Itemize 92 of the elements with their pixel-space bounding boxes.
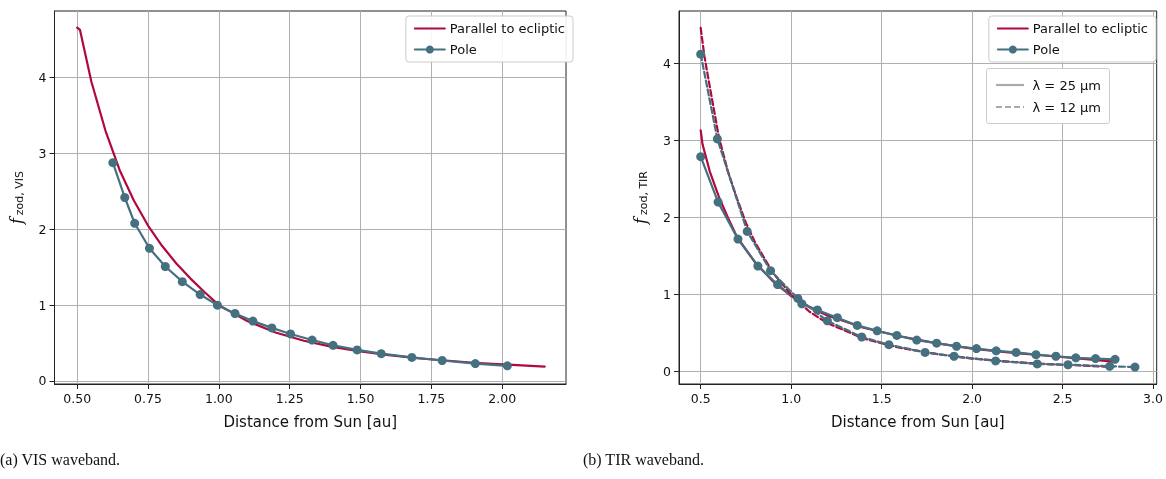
point (949, 351, 959, 361)
point (120, 193, 130, 202)
y-tick-label: 2 (38, 221, 47, 237)
point (1091, 354, 1101, 364)
point (1031, 350, 1041, 360)
x-tick-label: 1.5 (871, 391, 892, 406)
x-axis-title: Distance from Sun [au] (830, 412, 1005, 431)
x-tick-label: 0.50 (63, 391, 92, 406)
point (376, 349, 386, 359)
point (177, 277, 187, 287)
point (1063, 360, 1073, 370)
point (1110, 354, 1120, 364)
point (502, 361, 512, 371)
y-tick-label: 0 (663, 364, 672, 380)
point (160, 261, 170, 271)
point (1071, 353, 1081, 363)
point (952, 341, 962, 351)
point (712, 134, 722, 144)
point (822, 316, 832, 326)
point (812, 305, 822, 315)
point (857, 332, 867, 342)
legend-label: Pole (1032, 42, 1060, 57)
text: (b) TIR waveband. (583, 450, 704, 469)
point (407, 352, 417, 362)
point (742, 226, 752, 236)
y-tick-label: 1 (38, 297, 47, 313)
point (286, 329, 296, 339)
point (991, 356, 1001, 366)
point (328, 340, 338, 350)
point (852, 320, 862, 330)
x-tick-label: 2.0 (962, 391, 983, 406)
y-tick-label: 2 (663, 210, 671, 226)
point (437, 356, 447, 365)
x-tick-label: 1.00 (204, 391, 233, 406)
point (352, 345, 362, 355)
point (733, 234, 743, 244)
x-tick-label: 3.0 (1143, 391, 1164, 406)
point (713, 197, 723, 207)
point (832, 313, 842, 323)
point (1105, 361, 1115, 371)
y-tick-label: 4 (663, 55, 672, 71)
point (212, 300, 222, 310)
point (892, 330, 902, 340)
point (108, 158, 118, 168)
x-tick-label: 1.75 (417, 391, 446, 406)
y-tick-label: 3 (663, 132, 671, 148)
y-tick-label: 0 (38, 373, 47, 389)
point (912, 335, 922, 345)
point (920, 347, 930, 357)
y-axis-title: fzod, VIS (6, 170, 26, 226)
point (248, 316, 258, 326)
point (793, 293, 803, 303)
point (230, 309, 240, 318)
legend-label: Parallel to ecliptic (449, 21, 566, 36)
point (267, 323, 277, 333)
point (470, 359, 480, 369)
x-tick-label: 2.00 (488, 391, 517, 406)
point (1011, 347, 1021, 357)
point (773, 280, 783, 290)
point (307, 335, 317, 345)
point (696, 49, 706, 59)
x-tick-label: 1.50 (346, 391, 375, 406)
y-tick-label: 3 (38, 146, 47, 162)
point (1130, 362, 1140, 372)
legend-label: Parallel to ecliptic (1032, 21, 1149, 36)
x-axis-title: Distance from Sun [au] (223, 412, 398, 431)
text: (a) VIS waveband. (0, 450, 121, 469)
point (1032, 359, 1042, 369)
annotation: λ = 25 µm (1032, 77, 1101, 93)
point (971, 344, 981, 354)
point (766, 266, 776, 276)
y-tick-label: 4 (38, 70, 47, 86)
x-tick-label: 2.5 (1052, 391, 1073, 406)
point (753, 261, 763, 271)
key-box: λ = 25 µm λ = 12 µm (985, 68, 1110, 124)
legend-label: Pole (449, 42, 477, 57)
x-tick-label: 0.75 (134, 391, 162, 406)
point (991, 346, 1001, 356)
y-axis-title: fzod, TIR (631, 170, 650, 225)
point (884, 340, 894, 350)
point (696, 152, 706, 162)
x-tick-label: 1.0 (781, 391, 802, 406)
point (932, 338, 942, 348)
point (1051, 351, 1061, 361)
annotation: λ = 12 µm (1032, 99, 1101, 115)
y-tick-label: 1 (663, 287, 671, 303)
point (130, 218, 140, 228)
x-tick-label: 1.25 (275, 391, 304, 406)
point (872, 326, 882, 336)
point (144, 243, 154, 253)
point (195, 290, 205, 300)
x-tick-label: 0.5 (690, 391, 711, 406)
